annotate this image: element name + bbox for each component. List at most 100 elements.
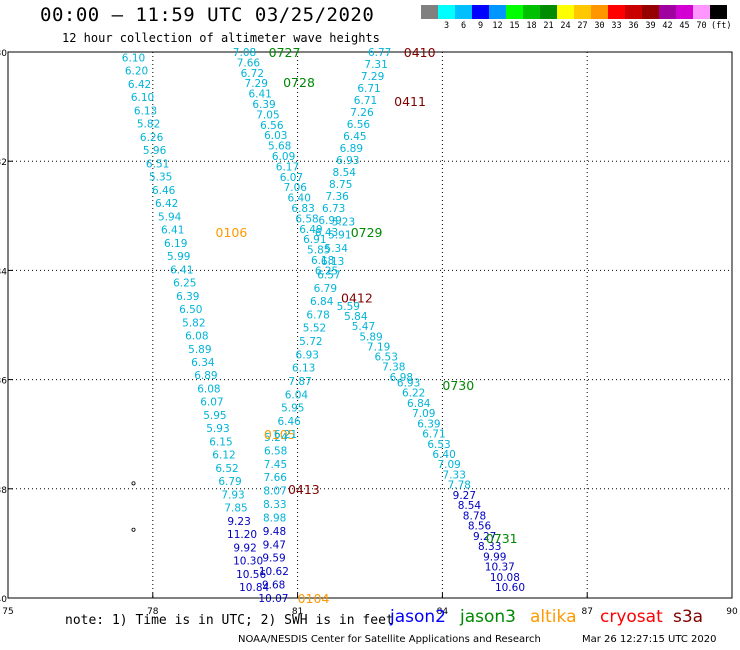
wave-height-value: 6.39 (417, 418, 440, 430)
pass-time-label: 0411 (394, 94, 426, 109)
wave-height-value: 6.41 (170, 264, 193, 276)
legend-swatch (676, 5, 693, 19)
legend-swatch (506, 5, 523, 19)
legend-label: 24 (560, 21, 571, 31)
legend-labels: 3 6 9 12 15 18 21 24 27 30 33 36 39 42 45 70 (ft) (421, 21, 732, 31)
pass-time-label: 0410 (404, 45, 436, 60)
pass-time-label: 0412 (341, 291, 373, 306)
pass-time-label: 0104 (298, 591, 330, 606)
wave-height-value: 6.56 (347, 119, 371, 131)
y-tick-label: -36 (0, 377, 7, 387)
wave-height-value: 6.04 (285, 389, 309, 401)
x-tick-label: 84 (437, 607, 449, 617)
legend-label: 30 (594, 21, 605, 31)
wave-height-value: 5.89 (359, 331, 382, 343)
legend-label: 15 (509, 21, 520, 31)
page-title: 00:00 – 11:59 UTC 03/25/2020 (40, 4, 375, 26)
wave-height-value: 6.72 (241, 68, 264, 80)
wave-height-value: 7.29 (361, 71, 384, 83)
wave-height-value: 6.73 (322, 203, 345, 215)
wave-height-value: 9.59 (262, 553, 285, 565)
wave-height-value: 6.84 (407, 398, 431, 410)
legend-swatch (438, 5, 455, 19)
wave-height-value: 9.68 (262, 580, 285, 592)
wave-height-value: 8.54 (333, 167, 357, 179)
wave-height-value: 10.30 (233, 556, 263, 568)
legend-unit: (ft) (711, 21, 732, 31)
island-marker (131, 527, 136, 532)
wave-height-value: 7.85 (224, 503, 247, 515)
wave-height-value: 6.25 (173, 278, 196, 290)
satellite-name-jason3: jason3 (460, 607, 516, 627)
wave-height-value: 8.56 (468, 521, 492, 533)
wave-height-value: 6.58 (264, 445, 287, 457)
wave-height-value: 6.10 (131, 92, 154, 104)
wave-height-value: 9.47 (263, 539, 286, 551)
x-tick-label: 87 (581, 607, 592, 617)
wave-height-value: 6.18 (311, 255, 334, 267)
wave-height-value: 6.56 (260, 120, 284, 132)
wave-height-value: 5.95 (281, 403, 304, 415)
wave-height-value: 5.93 (206, 423, 229, 435)
wave-height-value: 5.24 (264, 432, 288, 444)
pass-time-label: 0106 (216, 225, 248, 240)
legend-label: 45 (679, 21, 690, 31)
wave-height-value: 7.31 (364, 59, 387, 71)
wave-height-value: 6.50 (179, 304, 202, 316)
legend-swatch (642, 5, 659, 19)
wave-height-value: 6.03 (264, 130, 287, 142)
wave-height-value: 10.07 (258, 593, 288, 605)
legend-label: 36 (628, 21, 639, 31)
wave-height-value: 7.45 (264, 459, 287, 471)
wave-height-value: 6.71 (422, 429, 445, 441)
wave-height-value: 6.83 (291, 203, 314, 215)
y-tick-label: -34 (0, 267, 7, 277)
wave-height-value: 6.40 (288, 193, 311, 205)
pass-time-label: 0729 (351, 225, 383, 240)
wave-height-value: 6.89 (340, 143, 363, 155)
wave-height-value: 6.25 (315, 265, 338, 277)
legend-label: 70 (696, 21, 707, 31)
wave-height-value: 6.13 (321, 256, 344, 268)
wave-height-value: 6.53 (427, 439, 450, 451)
legend-label: 39 (645, 21, 656, 31)
legend-swatch (625, 5, 642, 19)
legend-label: 9 (477, 21, 484, 31)
wave-height-value: 6.78 (306, 309, 329, 321)
wave-height-value: 7.66 (264, 472, 288, 484)
wave-height-value: 5.72 (299, 336, 322, 348)
legend-swatch (489, 5, 506, 19)
wave-height-value: 6.13 (134, 105, 157, 117)
wave-height-value: 6.40 (432, 449, 455, 461)
wave-height-value: 5.68 (268, 141, 291, 153)
wave-height-value: 8.07 (263, 486, 286, 498)
wave-height-value: 6.07 (280, 172, 303, 184)
wave-height-value: 5.94 (158, 211, 182, 223)
y-tick-label: -38 (0, 486, 7, 496)
wave-height-value: 6.93 (397, 377, 420, 389)
wave-height-value: 6.41 (161, 225, 184, 237)
wave-height-value: 6.42 (128, 79, 151, 91)
wave-height-value: 9.27 (453, 490, 476, 502)
wave-height-value: 6.09 (272, 151, 295, 163)
legend-swatch (557, 5, 574, 19)
legend-swatch (421, 5, 438, 19)
pass-time-label: 0730 (442, 378, 474, 393)
wave-height-value: 6.71 (357, 83, 380, 95)
satellite-name-altika: altika (530, 607, 577, 627)
y-tick-label: -40 (0, 595, 7, 605)
wave-height-value: 8.33 (478, 541, 501, 553)
wave-height-value: 6.51 (146, 158, 169, 170)
wave-height-value: 7.78 (448, 480, 471, 492)
footer-note: note: 1) Time is in UTC; 2) SWH is in fe… (65, 613, 394, 628)
legend-swatch (693, 5, 710, 19)
wave-height-value: 6.41 (248, 89, 271, 101)
wave-height-value: 5.91 (328, 230, 351, 242)
wave-height-value: 11.20 (227, 529, 257, 541)
wave-height-value: 6.39 (252, 99, 275, 111)
wave-height-value: 6.91 (303, 234, 326, 246)
legend-label: 18 (526, 21, 537, 31)
legend-swatches (421, 5, 731, 19)
pass-time-label: 0727 (269, 45, 301, 60)
